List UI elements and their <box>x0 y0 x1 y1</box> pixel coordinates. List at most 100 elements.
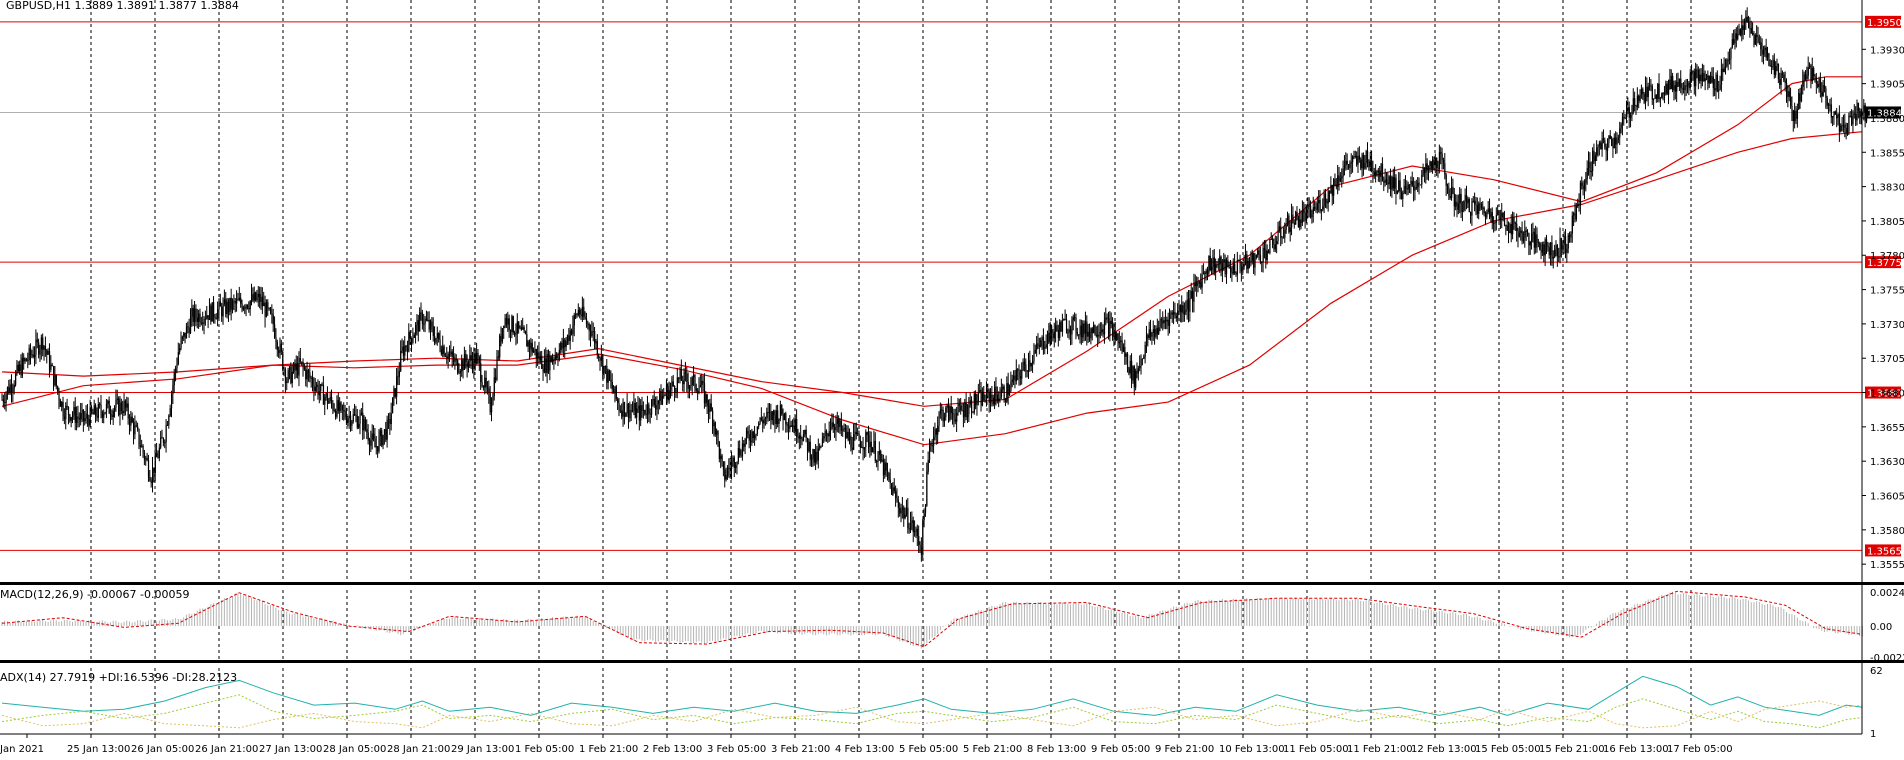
candle-body[interactable] <box>1126 353 1129 369</box>
candle-body[interactable] <box>1132 366 1134 381</box>
candle-body[interactable] <box>1644 86 1647 103</box>
candle-body[interactable] <box>1205 270 1207 274</box>
candle-body[interactable] <box>381 430 383 446</box>
candle-body[interactable] <box>1562 245 1564 250</box>
candle-body[interactable] <box>207 315 209 320</box>
candle-body[interactable] <box>111 415 113 417</box>
candle-body[interactable] <box>347 418 349 423</box>
candle-body[interactable] <box>373 433 375 439</box>
candle-body[interactable] <box>333 409 335 411</box>
candle-body[interactable] <box>1415 187 1418 189</box>
candle-body[interactable] <box>370 439 372 446</box>
candle-body[interactable] <box>1712 76 1714 89</box>
candle-body[interactable] <box>1464 194 1466 201</box>
candle-body[interactable] <box>256 297 258 301</box>
candle-body[interactable] <box>27 360 29 362</box>
candle-body[interactable] <box>1128 368 1130 374</box>
candle-body[interactable] <box>651 399 653 415</box>
candle-body[interactable] <box>39 349 41 355</box>
candle-body[interactable] <box>63 416 66 420</box>
candle-body[interactable] <box>1838 113 1841 132</box>
candle-body[interactable] <box>1018 370 1020 377</box>
candle-body[interactable] <box>1358 155 1361 160</box>
candle-body[interactable] <box>911 520 913 523</box>
candle-body[interactable] <box>303 367 306 370</box>
candle-body[interactable] <box>621 410 623 417</box>
candle-body[interactable] <box>1235 273 1237 275</box>
candle-body[interactable] <box>246 305 249 308</box>
candle-body[interactable] <box>1040 340 1042 347</box>
candle-body[interactable] <box>1621 116 1624 125</box>
candle-body[interactable] <box>183 332 185 337</box>
candle-body[interactable] <box>1118 341 1121 344</box>
candle-body[interactable] <box>1330 184 1332 194</box>
candle-body[interactable] <box>297 364 299 376</box>
candle-body[interactable] <box>1543 244 1545 256</box>
candle-body[interactable] <box>1623 116 1625 118</box>
candle-body[interactable] <box>626 403 628 414</box>
candle-body[interactable] <box>439 339 441 350</box>
candle-body[interactable] <box>1099 331 1102 333</box>
candle-body[interactable] <box>215 318 217 320</box>
candle-body[interactable] <box>1354 155 1356 157</box>
candle-body[interactable] <box>1483 207 1485 214</box>
candle-body[interactable] <box>705 394 707 404</box>
candle-body[interactable] <box>511 316 513 332</box>
candle-body[interactable] <box>697 390 699 394</box>
candle-body[interactable] <box>1289 227 1291 232</box>
candle-body[interactable] <box>307 370 310 373</box>
candle-body[interactable] <box>1673 85 1675 91</box>
candle-body[interactable] <box>44 346 47 351</box>
candle-body[interactable] <box>512 316 514 333</box>
candle-body[interactable] <box>1103 320 1106 335</box>
candle-body[interactable] <box>1348 164 1350 168</box>
candle-body[interactable] <box>1376 171 1378 173</box>
candle-body[interactable] <box>1151 332 1153 337</box>
candle-body[interactable] <box>1811 68 1813 82</box>
candle-body[interactable] <box>1133 366 1135 388</box>
candle-body[interactable] <box>1583 183 1586 190</box>
candle-body[interactable] <box>672 381 674 387</box>
candle-body[interactable] <box>1183 311 1186 315</box>
candle-body[interactable] <box>328 401 330 404</box>
candle-body[interactable] <box>1585 178 1587 184</box>
candle-body[interactable] <box>1539 243 1541 250</box>
candle-body[interactable] <box>368 440 371 446</box>
candle-body[interactable] <box>478 357 481 364</box>
candle-body[interactable] <box>223 299 226 304</box>
candle-body[interactable] <box>676 377 678 392</box>
candle-body[interactable] <box>1536 234 1538 243</box>
candle-body[interactable] <box>592 331 594 333</box>
candle-body[interactable] <box>253 292 255 301</box>
candle-body[interactable] <box>1243 263 1245 267</box>
candle-body[interactable] <box>29 348 32 356</box>
candle-body[interactable] <box>325 393 327 398</box>
candle-body[interactable] <box>1320 209 1323 212</box>
candle-body[interactable] <box>1674 85 1677 92</box>
candle-body[interactable] <box>577 309 579 316</box>
candle-body[interactable] <box>557 358 559 360</box>
candle-body[interactable] <box>756 426 758 435</box>
candle-body[interactable] <box>687 381 689 389</box>
candle-body[interactable] <box>1120 340 1122 342</box>
candle-body[interactable] <box>743 443 745 447</box>
candle-body[interactable] <box>655 405 657 410</box>
candle-body[interactable] <box>62 402 64 417</box>
candle-body[interactable] <box>1033 353 1035 362</box>
candle-body[interactable] <box>1268 250 1270 253</box>
candle-body[interactable] <box>9 384 11 394</box>
candle-body[interactable] <box>1784 80 1786 84</box>
candle-body[interactable] <box>671 381 673 387</box>
candle-body[interactable] <box>332 402 334 410</box>
candle-body[interactable] <box>1430 161 1432 169</box>
candle-body[interactable] <box>394 388 396 397</box>
candle-body[interactable] <box>1631 111 1633 116</box>
candle-body[interactable] <box>1314 207 1316 209</box>
candle-body[interactable] <box>1375 171 1377 175</box>
candle-body[interactable] <box>1739 29 1742 36</box>
candle-body[interactable] <box>942 409 944 422</box>
candle-body[interactable] <box>1350 162 1352 164</box>
candle-body[interactable] <box>1011 379 1013 382</box>
candle-body[interactable] <box>919 544 921 548</box>
candle-body[interactable] <box>396 376 398 397</box>
